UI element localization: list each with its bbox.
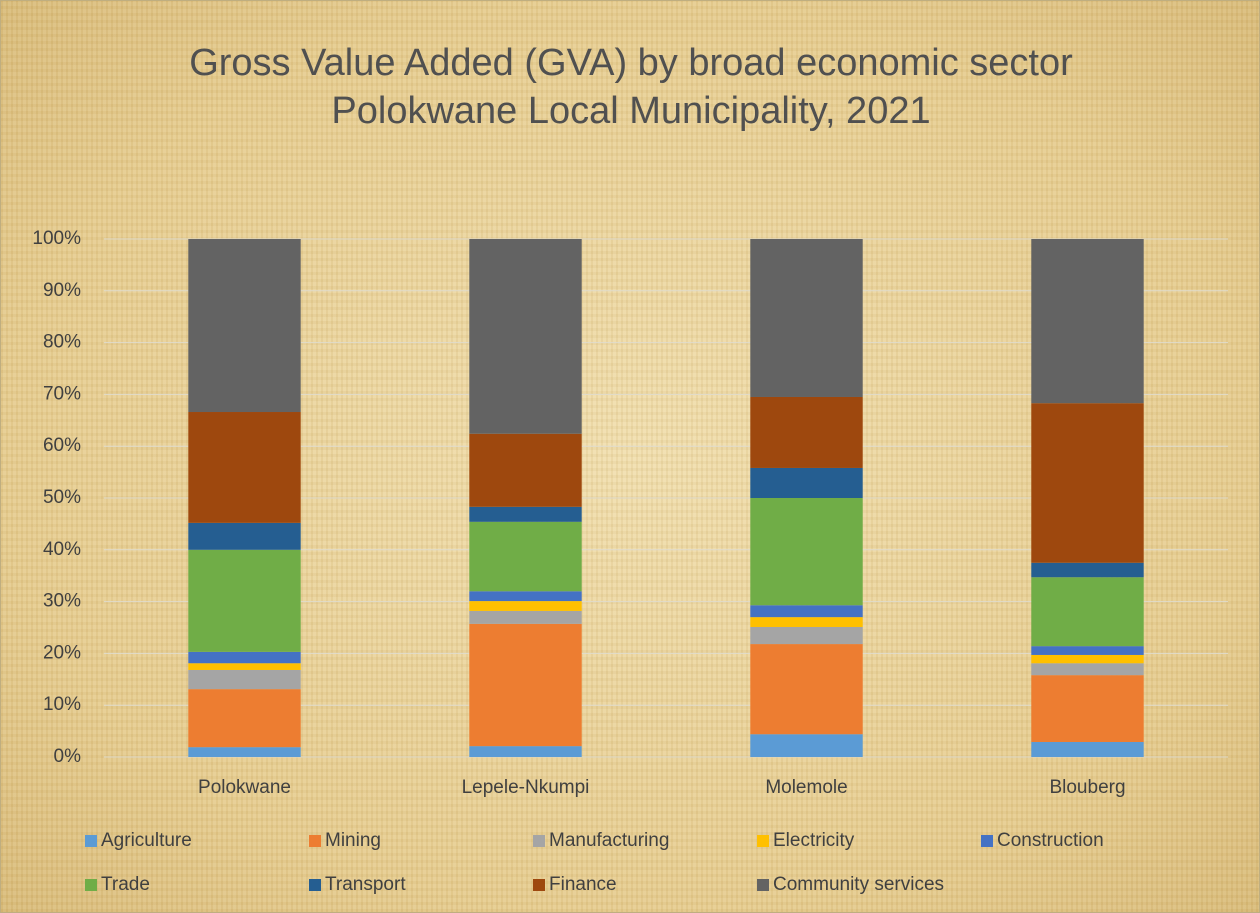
y-tick-label: 90%: [43, 280, 81, 301]
bar-segment: [1031, 239, 1144, 404]
legend-label: Manufacturing: [549, 830, 669, 851]
x-tick-label: Lepele-Nkumpi: [462, 777, 590, 798]
chart-subtitle: Polokwane Local Municipality, 2021: [331, 90, 931, 132]
legend-swatch: [533, 835, 545, 847]
bar-segment: [750, 498, 863, 606]
bar-segment: [750, 644, 863, 735]
bar-segment: [750, 734, 863, 757]
legend-label: Community services: [773, 874, 944, 895]
bar-segment: [1031, 663, 1144, 676]
y-tick-label: 0%: [54, 746, 82, 767]
bar-segment: [1031, 741, 1144, 757]
bar-segment: [750, 239, 863, 397]
legend-label: Mining: [325, 830, 381, 851]
bar-segment: [469, 746, 582, 757]
bar-segment: [469, 591, 582, 602]
legend-swatch: [85, 879, 97, 891]
bar-segment: [188, 663, 301, 670]
chart-title-block: Gross Value Added (GVA) by broad economi…: [181, 39, 1081, 135]
bar-segment: [1031, 562, 1144, 578]
y-tick-label: 40%: [43, 539, 81, 560]
bar-segment: [469, 623, 582, 747]
bar-segment: [188, 689, 301, 748]
bar-segment: [188, 522, 301, 550]
y-tick-label: 20%: [43, 642, 81, 663]
x-tick-label: Molemole: [765, 777, 847, 798]
legend-swatch: [533, 879, 545, 891]
bar-segment: [750, 467, 863, 498]
bar-segment: [1031, 646, 1144, 655]
y-tick-label: 30%: [43, 591, 81, 612]
bar-segment: [469, 601, 582, 611]
legend-label: Finance: [549, 874, 617, 895]
bar-segment: [188, 651, 301, 664]
legend-label: Construction: [997, 830, 1104, 851]
bar-segment: [469, 239, 582, 434]
y-tick-label: 80%: [43, 332, 81, 353]
bar-segment: [469, 433, 582, 507]
bar-segment: [188, 747, 301, 757]
legend-swatch: [309, 879, 321, 891]
bar-segment: [1031, 654, 1144, 664]
bar-segment: [188, 549, 301, 652]
bar-segment: [469, 521, 582, 592]
bar-segment: [1031, 577, 1144, 647]
x-tick-label: Polokwane: [198, 777, 291, 798]
bar-segment: [188, 412, 301, 523]
y-tick-label: 50%: [43, 487, 81, 508]
bar-segment: [469, 610, 582, 624]
legend-swatch: [309, 835, 321, 847]
bar-segment: [469, 506, 582, 522]
bar-segment: [750, 396, 863, 468]
legend-label: Agriculture: [101, 830, 192, 851]
bar-segment: [1031, 675, 1144, 742]
chart-title: Gross Value Added (GVA) by broad economi…: [189, 42, 1073, 84]
legend-swatch: [85, 835, 97, 847]
y-tick-label: 60%: [43, 435, 81, 456]
legend-label: Transport: [325, 874, 406, 895]
legend-label: Trade: [101, 874, 150, 895]
bar-segment: [750, 605, 863, 618]
bar-segment: [188, 669, 301, 690]
bar-segment: [188, 239, 301, 413]
legend-swatch: [757, 835, 769, 847]
y-tick-label: 100%: [32, 228, 81, 249]
y-tick-label: 70%: [43, 383, 81, 404]
y-tick-label: 10%: [43, 694, 81, 715]
bar-segment: [750, 617, 863, 627]
legend-label: Electricity: [773, 830, 855, 851]
bar-segment: [750, 626, 863, 645]
bar-segment: [1031, 403, 1144, 563]
x-tick-label: Blouberg: [1049, 777, 1125, 798]
legend-swatch: [981, 835, 993, 847]
legend-swatch: [757, 879, 769, 891]
